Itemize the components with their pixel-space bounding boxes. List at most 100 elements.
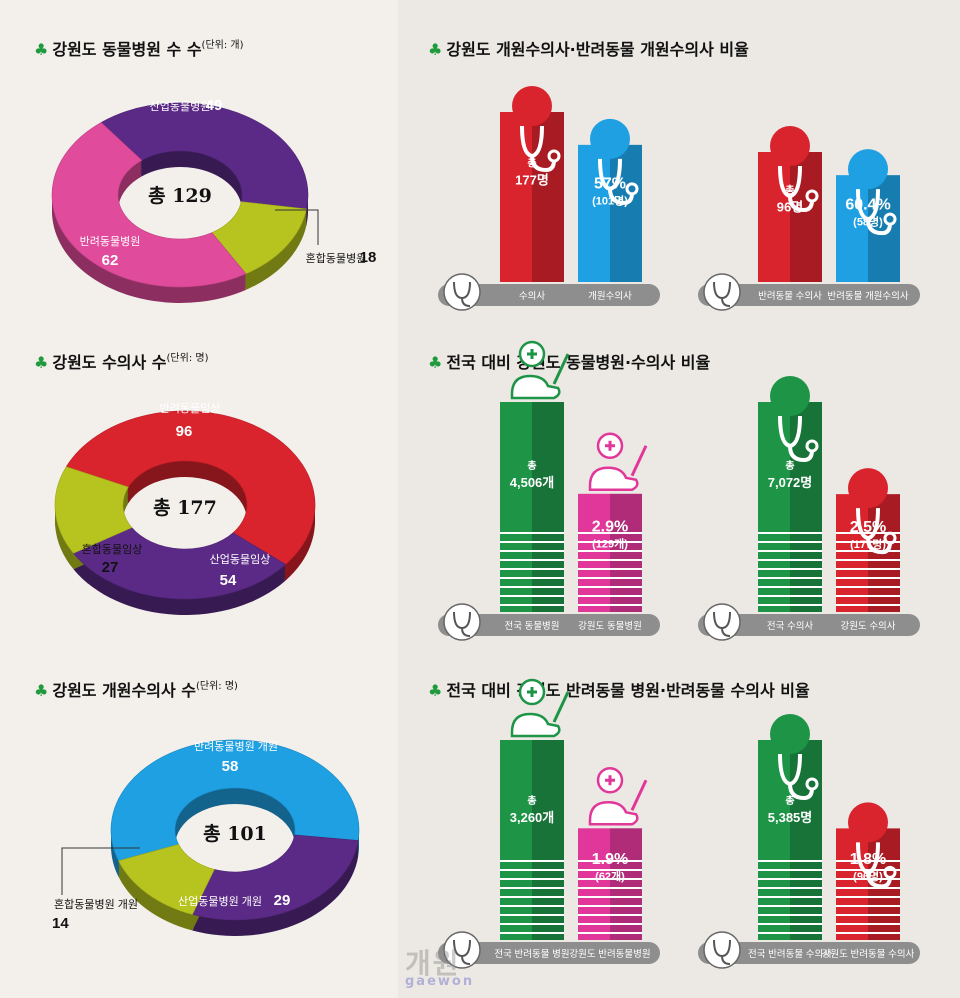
bar-전국 수의사: [758, 402, 790, 612]
bar-stripe: [836, 568, 900, 570]
bar-stripe: [578, 905, 642, 907]
bar-stripe: [578, 541, 642, 543]
stethoscope-head-icon: [770, 376, 810, 416]
stethoscope-badge-mark: [453, 939, 471, 965]
bar-stripe: [500, 860, 564, 862]
bar-stripe: [836, 887, 900, 889]
bar-stripe: [758, 932, 822, 934]
bar-stripe: [836, 860, 900, 862]
dog-icon: [510, 374, 561, 400]
donut-slice-산업동물병원: [100, 102, 309, 210]
stethoscope-badge-mark: [453, 281, 471, 307]
bar-label-secondary: (62개): [595, 869, 625, 883]
bar-stripe: [836, 532, 900, 534]
donut-total: 총 129: [148, 185, 212, 207]
bar-stripe: [758, 550, 822, 552]
donut-slice-label: 반려동물임상: [160, 402, 221, 415]
stethoscope-badge-mark: [713, 939, 731, 965]
stethoscope-head-icon: [848, 468, 888, 509]
stethoscope-badge-icon: [443, 273, 481, 311]
category-pill: [698, 942, 920, 964]
stethoscope-head-icon: [770, 126, 810, 166]
donut-slice-반려동물임상: [65, 410, 316, 565]
bar-강원도 동물병원: [578, 493, 610, 612]
hospitals-title: ♣ 강원도 동물병원 수 수(단위: 개): [34, 40, 244, 59]
bar-stripe: [758, 559, 822, 561]
bar-label-primary: 1.8%: [850, 851, 886, 868]
donut-slice-value: 14: [52, 915, 69, 932]
stethoscope-head-icon: [848, 802, 888, 843]
bar-수의사: [500, 112, 532, 282]
bar-stripe: [836, 896, 900, 898]
bar-stripe: [836, 923, 900, 925]
category-pill: [698, 284, 920, 306]
donut-slice-혼합동물병원 개원: [118, 844, 215, 915]
bar-stripe: [758, 905, 822, 907]
bar-강원도 반려동물 수의사: [836, 828, 868, 940]
bar-label-primary: 2.5%: [850, 519, 886, 536]
stethoscope-bell-icon: [805, 439, 819, 453]
bar-stripe: [500, 568, 564, 570]
bar-label-secondary: 177명: [515, 172, 549, 187]
bar-stripe: [500, 595, 564, 597]
bar-label-secondary: 5,385명: [768, 810, 813, 825]
bar-category-label: 반려동물 개원수의사: [827, 290, 909, 302]
bar-stripe: [836, 550, 900, 552]
bar-label-secondary: 96명: [777, 200, 803, 215]
bar-shade: [610, 493, 642, 612]
bar-label-secondary: 3,260개: [510, 810, 555, 825]
bar-stripe: [500, 550, 564, 552]
bar-stripe: [836, 577, 900, 579]
bar-stripe: [578, 923, 642, 925]
bar-stripe: [578, 604, 642, 606]
stethoscope-badge-mark: [713, 281, 731, 307]
stethoscope-tube-icon: [788, 445, 814, 463]
bar-stripe: [578, 914, 642, 916]
bar-stripe: [500, 923, 564, 925]
donut-slice-label: 혼합동물임상: [82, 543, 143, 556]
bar-label-primary: 2.9%: [592, 519, 628, 536]
stethoscope-bell-icon: [625, 182, 639, 196]
bar-stripe: [578, 532, 642, 534]
category-pill: [438, 284, 660, 306]
bar-stripe: [500, 869, 564, 871]
bar-shade: [532, 112, 564, 282]
bar-label-secondary: 7,072명: [768, 475, 813, 490]
bar-stripe: [578, 887, 642, 889]
bar-stripe: [500, 914, 564, 916]
bar-label-secondary: (58명): [853, 214, 883, 228]
bar-stripe: [500, 896, 564, 898]
bar-label-primary: 총: [527, 156, 536, 169]
watermark-logo: 개원 gaewon: [405, 947, 475, 989]
bar-stripe: [758, 923, 822, 925]
club-icon: ♣: [428, 353, 443, 372]
category-pill: [438, 942, 660, 964]
stethoscope-bell-icon: [883, 865, 897, 879]
stethoscope-badge-mark: [713, 611, 731, 637]
bar-stripe: [500, 586, 564, 588]
bar-stripe: [578, 878, 642, 880]
stethoscope-badge-mark: [453, 611, 471, 637]
bar-label-primary: 총: [785, 459, 794, 472]
bar-category-label: 전국 반려동물 수의사: [748, 948, 832, 960]
bar-stripe: [758, 595, 822, 597]
stethoscope-badge-icon: [443, 931, 481, 969]
bar-stripe: [758, 541, 822, 543]
bar-stripe: [758, 532, 822, 534]
donut-slice-반려동물병원 개원: [110, 739, 360, 862]
donut-slice-value: 49: [206, 97, 223, 114]
bar-stripe: [578, 568, 642, 570]
stethoscope-tube-icon: [866, 538, 892, 555]
bar-stripe: [500, 541, 564, 543]
stethoscope-badge-icon: [703, 931, 741, 969]
dog-icon: [588, 801, 639, 826]
dog-icon: [510, 712, 561, 738]
stethoscope-tube-icon: [788, 195, 814, 213]
donut-total: 총 101: [203, 823, 267, 845]
bar-stripe: [578, 860, 642, 862]
donut-total: 총 177: [153, 497, 217, 519]
